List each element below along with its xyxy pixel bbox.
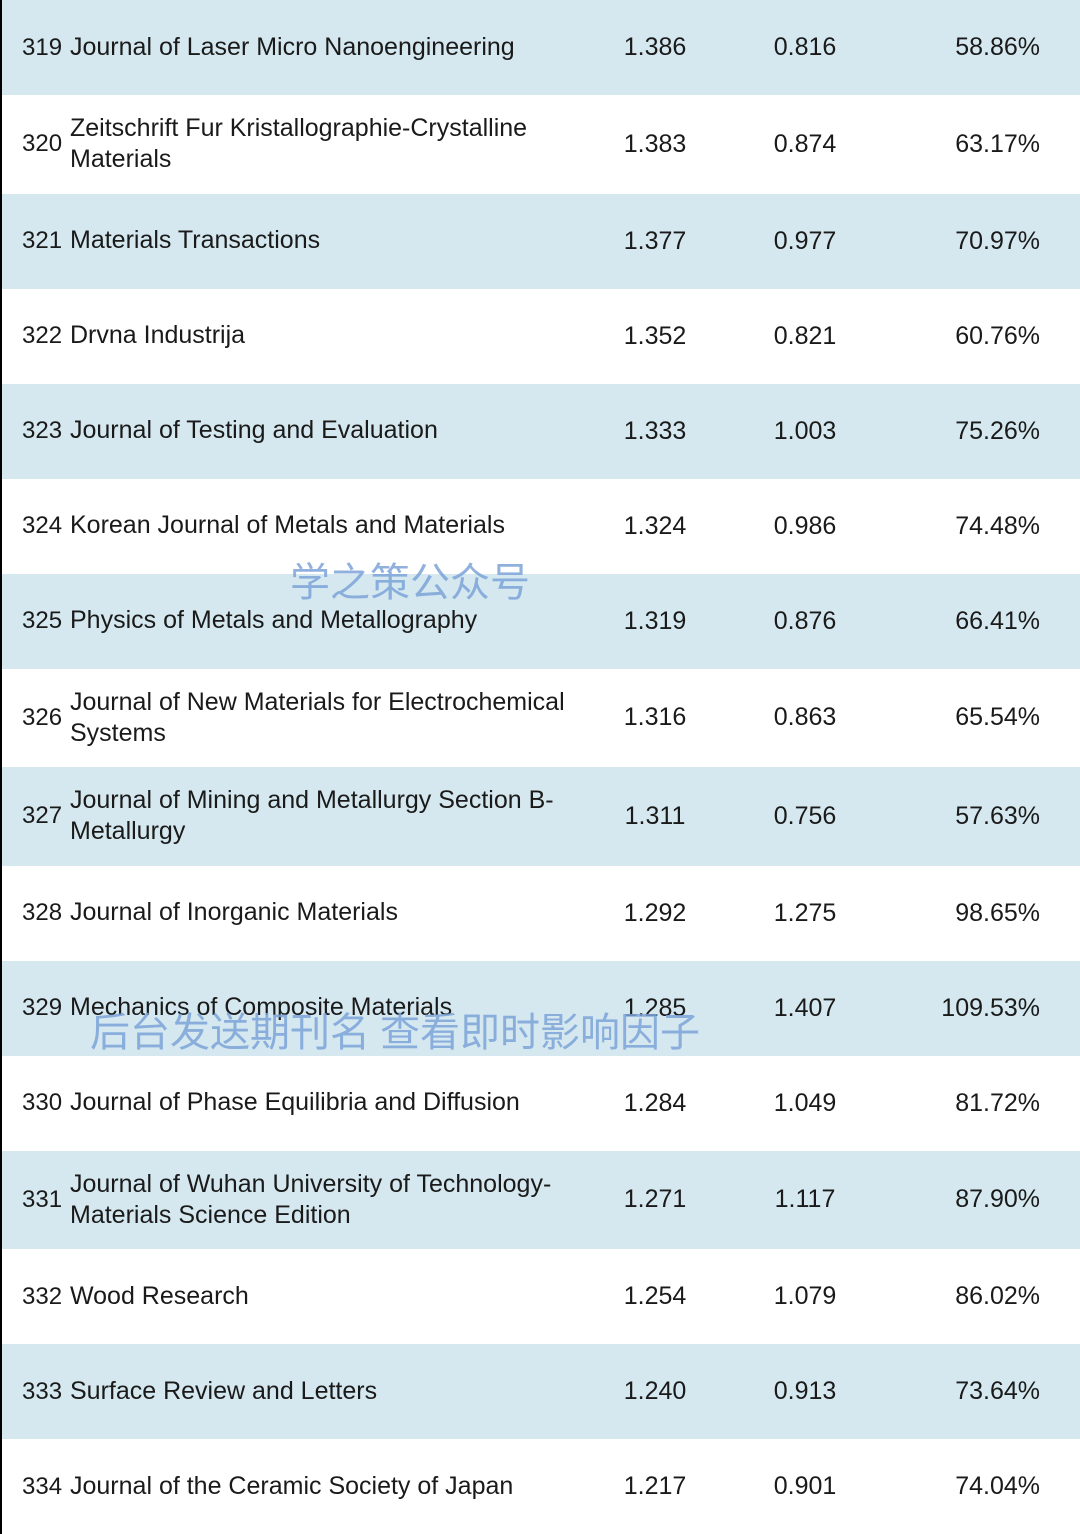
cell-value-1: 1.316 <box>580 703 730 732</box>
table-row: 320Zeitschrift Fur Kristallographie-Crys… <box>0 95 1080 194</box>
table-row: 324Korean Journal of Metals and Material… <box>0 479 1080 574</box>
cell-value-2: 0.816 <box>730 33 880 62</box>
table-row: 334Journal of the Ceramic Society of Jap… <box>0 1439 1080 1534</box>
cell-value-1: 1.377 <box>580 227 730 256</box>
cell-value-2: 0.756 <box>730 802 880 831</box>
cell-percent: 86.02% <box>880 1282 1070 1311</box>
table-row: 323Journal of Testing and Evaluation1.33… <box>0 384 1080 479</box>
cell-rank: 321 <box>0 227 70 255</box>
table-row: 328Journal of Inorganic Materials1.2921.… <box>0 866 1080 961</box>
cell-value-1: 1.285 <box>580 994 730 1023</box>
cell-value-1: 1.240 <box>580 1377 730 1406</box>
cell-rank: 334 <box>0 1473 70 1501</box>
cell-percent: 65.54% <box>880 703 1070 732</box>
cell-percent: 66.41% <box>880 607 1070 636</box>
cell-journal-name: Journal of the Ceramic Society of Japan <box>70 1471 580 1502</box>
cell-value-1: 1.284 <box>580 1089 730 1118</box>
cell-value-1: 1.383 <box>580 130 730 159</box>
cell-rank: 320 <box>0 130 70 158</box>
cell-rank: 326 <box>0 704 70 732</box>
cell-journal-name: Journal of Inorganic Materials <box>70 897 580 928</box>
cell-value-2: 1.275 <box>730 899 880 928</box>
table-row: 325Physics of Metals and Metallography1.… <box>0 574 1080 669</box>
cell-value-1: 1.311 <box>580 802 730 831</box>
table-row: 333Surface Review and Letters1.2400.9137… <box>0 1344 1080 1439</box>
cell-value-2: 0.913 <box>730 1377 880 1406</box>
cell-percent: 75.26% <box>880 417 1070 446</box>
cell-journal-name: Journal of Laser Micro Nanoengineering <box>70 32 580 63</box>
cell-journal-name: Journal of Phase Equilibria and Diffusio… <box>70 1087 580 1118</box>
table-row: 330Journal of Phase Equilibria and Diffu… <box>0 1056 1080 1151</box>
cell-value-1: 1.217 <box>580 1472 730 1501</box>
cell-rank: 333 <box>0 1378 70 1406</box>
cell-value-1: 1.352 <box>580 322 730 351</box>
cell-value-2: 0.876 <box>730 607 880 636</box>
cell-rank: 327 <box>0 802 70 830</box>
cell-value-2: 0.986 <box>730 512 880 541</box>
cell-value-2: 0.901 <box>730 1472 880 1501</box>
cell-value-2: 0.977 <box>730 227 880 256</box>
cell-rank: 328 <box>0 899 70 927</box>
cell-percent: 73.64% <box>880 1377 1070 1406</box>
cell-journal-name: Materials Transactions <box>70 225 580 256</box>
table-row: 329Mechanics of Composite Materials1.285… <box>0 961 1080 1056</box>
cell-percent: 57.63% <box>880 802 1070 831</box>
cell-rank: 332 <box>0 1283 70 1311</box>
cell-journal-name: Wood Research <box>70 1281 580 1312</box>
journal-table: 319Journal of Laser Micro Nanoengineerin… <box>0 0 1080 1534</box>
cell-journal-name: Journal of Mining and Metallurgy Section… <box>70 785 580 848</box>
cell-journal-name: Physics of Metals and Metallography <box>70 605 580 636</box>
cell-value-2: 0.821 <box>730 322 880 351</box>
cell-value-2: 1.117 <box>730 1185 880 1214</box>
cell-journal-name: Journal of New Materials for Electrochem… <box>70 687 580 750</box>
cell-rank: 325 <box>0 607 70 635</box>
table-row: 327Journal of Mining and Metallurgy Sect… <box>0 767 1080 866</box>
cell-rank: 322 <box>0 322 70 350</box>
table-row: 332Wood Research1.2541.07986.02% <box>0 1249 1080 1344</box>
cell-percent: 98.65% <box>880 899 1070 928</box>
cell-value-1: 1.271 <box>580 1185 730 1214</box>
cell-value-1: 1.254 <box>580 1282 730 1311</box>
cell-percent: 87.90% <box>880 1185 1070 1214</box>
cell-rank: 319 <box>0 34 70 62</box>
cell-value-2: 1.079 <box>730 1282 880 1311</box>
table-row: 326Journal of New Materials for Electroc… <box>0 669 1080 768</box>
cell-journal-name: Mechanics of Composite Materials <box>70 992 580 1023</box>
cell-percent: 70.97% <box>880 227 1070 256</box>
left-border <box>0 0 2 1534</box>
cell-value-1: 1.292 <box>580 899 730 928</box>
cell-rank: 324 <box>0 512 70 540</box>
cell-value-2: 1.407 <box>730 994 880 1023</box>
cell-value-2: 0.863 <box>730 703 880 732</box>
cell-percent: 58.86% <box>880 33 1070 62</box>
cell-rank: 330 <box>0 1089 70 1117</box>
cell-percent: 109.53% <box>880 994 1070 1023</box>
cell-percent: 74.48% <box>880 512 1070 541</box>
cell-journal-name: Korean Journal of Metals and Materials <box>70 510 580 541</box>
table-row: 319Journal of Laser Micro Nanoengineerin… <box>0 0 1080 95</box>
cell-value-1: 1.319 <box>580 607 730 636</box>
cell-value-2: 1.003 <box>730 417 880 446</box>
cell-percent: 60.76% <box>880 322 1070 351</box>
cell-value-1: 1.324 <box>580 512 730 541</box>
table-row: 321Materials Transactions1.3770.97770.97… <box>0 194 1080 289</box>
cell-journal-name: Journal of Wuhan University of Technolog… <box>70 1169 580 1232</box>
cell-value-1: 1.333 <box>580 417 730 446</box>
cell-journal-name: Zeitschrift Fur Kristallographie-Crystal… <box>70 113 580 176</box>
table-row: 331Journal of Wuhan University of Techno… <box>0 1151 1080 1250</box>
cell-rank: 329 <box>0 994 70 1022</box>
cell-percent: 63.17% <box>880 130 1070 159</box>
cell-percent: 74.04% <box>880 1472 1070 1501</box>
cell-journal-name: Journal of Testing and Evaluation <box>70 415 580 446</box>
cell-journal-name: Drvna Industrija <box>70 320 580 351</box>
cell-value-1: 1.386 <box>580 33 730 62</box>
cell-value-2: 1.049 <box>730 1089 880 1118</box>
cell-rank: 331 <box>0 1186 70 1214</box>
cell-value-2: 0.874 <box>730 130 880 159</box>
table-row: 322Drvna Industrija1.3520.82160.76% <box>0 289 1080 384</box>
cell-percent: 81.72% <box>880 1089 1070 1118</box>
cell-journal-name: Surface Review and Letters <box>70 1376 580 1407</box>
cell-rank: 323 <box>0 417 70 445</box>
